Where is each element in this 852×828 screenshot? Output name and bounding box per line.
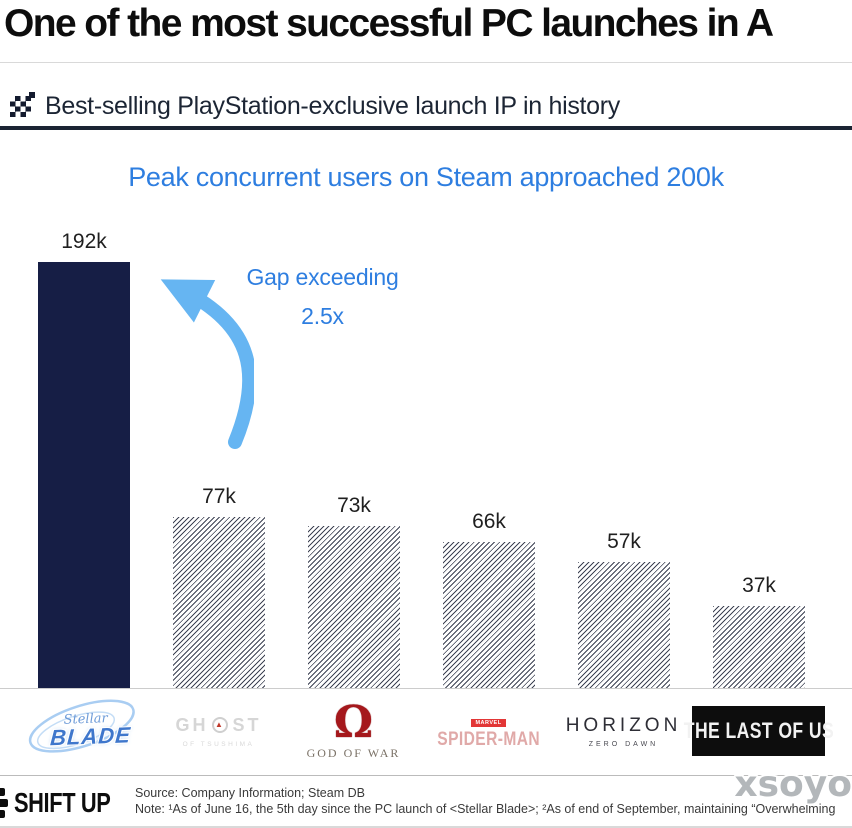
source-line: Source: Company Information; Steam DB	[135, 786, 365, 800]
curved-arrow-icon	[160, 279, 254, 449]
footer-notes: Source: Company Information; Steam DB No…	[135, 785, 852, 817]
bar-value-label: 192k	[61, 230, 107, 253]
bar-value-label: 73k	[337, 494, 371, 517]
the-last-of-us-logo: THE LAST OF US	[683, 706, 833, 756]
bar-column-marvel-s-spider-man: 66k	[443, 510, 535, 688]
watermark: xsoyo	[734, 764, 852, 805]
bar-ghost-of-tsushima	[173, 517, 265, 688]
bar-column-horizon-zero-dawn: 57k	[578, 530, 670, 688]
logo-the-last-of-us: THE LAST OF US	[683, 692, 833, 770]
bar-value-label: 77k	[202, 485, 236, 508]
horizon-logo: HORIZON ZERO DAWN	[566, 715, 682, 748]
bar-column-stellar-blade: 192k	[38, 230, 130, 688]
chart-title: Peak concurrent users on Steam approache…	[128, 162, 724, 192]
bar-plot: 192k 77k 73k 66k 57k 37k	[0, 229, 852, 689]
bar-value-label: 37k	[742, 574, 776, 597]
section-underline	[0, 126, 852, 130]
shift-up-wordmark: SHIFT UP	[14, 787, 111, 818]
bar-god-of-war	[308, 526, 400, 688]
stellar-blade-word: BLADE	[48, 722, 132, 751]
footer: SHIFT UP Source: Company Information; St…	[0, 764, 852, 828]
shift-up-brand: SHIFT UP	[0, 787, 138, 819]
logo-ghost-of-tsushima: GH ▲ ST OF TSUSHIMA	[151, 692, 286, 770]
zero-dawn-word: ZERO DAWN	[588, 740, 659, 748]
ghost-subtitle: OF TSUSHIMA	[182, 740, 255, 748]
omega-icon: Ω	[333, 697, 374, 748]
logo-god-of-war: Ω GOD OF WAR	[286, 692, 421, 770]
gap-annotation-line2: 2.5x	[301, 303, 344, 329]
stellar-blade-swoosh-icon	[28, 699, 135, 753]
note-line: Note: ¹As of June 16, the 5th day since …	[135, 802, 836, 816]
ghost-title-right: ST	[232, 714, 262, 735]
gap-annotation: Gap exceeding 2.5x	[230, 264, 415, 330]
section-heading-label: Best-selling PlayStation-exclusive launc…	[45, 92, 620, 120]
bar-horizon-zero-dawn	[578, 562, 670, 688]
section-heading: Best-selling PlayStation-exclusive launc…	[10, 92, 620, 121]
bar-stellar-blade	[38, 262, 130, 688]
bar-the-last-of-us	[713, 606, 805, 688]
bar-value-label: 57k	[607, 530, 641, 553]
god-of-war-word: GOD OF WAR	[306, 746, 401, 760]
logo-spider-man: MARVEL SPIDER-MAN	[421, 692, 556, 770]
sakai-mon-icon: ▲	[212, 717, 229, 733]
bar-column-ghost-of-tsushima: 77k	[173, 485, 265, 688]
the-last-of-us-word: THE LAST OF US	[683, 718, 834, 743]
shift-up-logo-icon	[0, 788, 8, 818]
sakai-mon-glyph: ▲	[215, 720, 226, 729]
horizon-word: HORIZON	[565, 714, 682, 736]
gap-annotation-line1: Gap exceeding	[246, 264, 399, 290]
ghost-of-tsushima-logo: GH ▲ ST OF TSUSHIMA	[175, 715, 261, 748]
logo-stellar-blade: Stellar BLADE	[16, 692, 151, 770]
stellar-blade-logo: Stellar BLADE	[22, 696, 144, 766]
bar-column-god-of-war: 73k	[308, 494, 400, 688]
bar-value-label: 66k	[472, 510, 506, 533]
ghost-title-left: GH	[175, 714, 209, 735]
game-logos-row: Stellar BLADE GH ▲ ST OF TSUSHIMA Ω GOD …	[16, 692, 836, 770]
bar-column-the-last-of-us: 37k	[713, 574, 805, 688]
spider-man-word: SPIDER-MAN	[437, 729, 540, 750]
marvel-badge: MARVEL	[471, 719, 506, 727]
page-title: One of the most successful PC launches i…	[4, 2, 774, 45]
spider-man-logo: MARVEL SPIDER-MAN	[426, 711, 551, 751]
bar-marvel-s-spider-man	[443, 542, 535, 688]
checkered-flag-icon	[10, 92, 35, 117]
header-divider	[0, 62, 852, 63]
logo-horizon-zero-dawn: HORIZON ZERO DAWN	[556, 692, 691, 770]
god-of-war-logo: Ω GOD OF WAR	[307, 701, 401, 761]
ghost-title: GH ▲ ST	[175, 715, 261, 736]
